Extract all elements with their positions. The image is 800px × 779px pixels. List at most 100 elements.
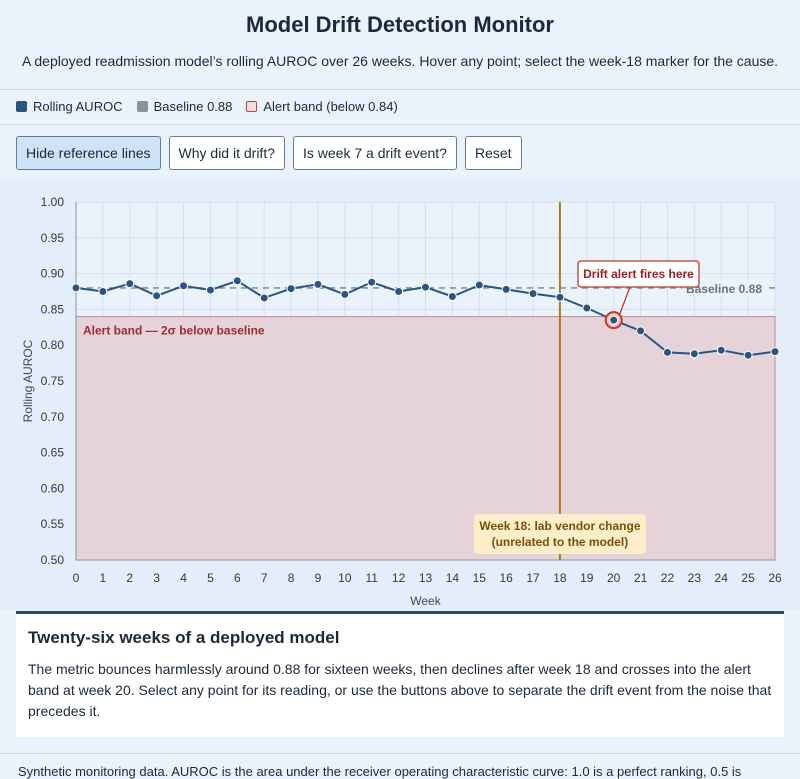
- x-tick-label: 15: [473, 571, 487, 585]
- auroc-data-point: [528, 289, 538, 299]
- auroc-data-point: [340, 289, 350, 299]
- description-body: The metric bounces harmlessly around 0.8…: [28, 661, 772, 719]
- x-axis-label: Week: [410, 594, 441, 608]
- reset-button[interactable]: Reset: [464, 136, 522, 170]
- x-tick-label: 0: [73, 571, 80, 585]
- auroc-data-point: [636, 326, 646, 336]
- auroc-data-point: [743, 350, 753, 360]
- page-subtitle: A deployed readmission model’s rolling A…: [21, 53, 779, 69]
- description-title: Twenty-six weeks of a deployed model: [28, 628, 340, 647]
- auroc-data-point: [421, 282, 430, 292]
- auroc-data-point: [609, 315, 619, 325]
- auroc-data-point: [205, 285, 215, 295]
- header-divider: [0, 89, 800, 90]
- legend-item-alert-band: Alert band (below 0.84): [246, 99, 398, 114]
- y-tick-label: 0.95: [41, 231, 65, 245]
- legend-item-rolling-auroc: Rolling AUROC: [16, 99, 123, 114]
- event-marker-sublabel: (unrelated to the model): [492, 535, 629, 549]
- legend-swatch-alert-band: [246, 101, 258, 112]
- x-tick-label: 9: [315, 571, 322, 585]
- auroc-data-point: [662, 347, 672, 357]
- x-tick-label: 13: [419, 571, 433, 585]
- auroc-data-point: [232, 276, 242, 286]
- toolbar: Hide reference lines Why did it drift? I…: [16, 136, 530, 170]
- hide-reference-lines-button[interactable]: Hide reference lines: [16, 136, 161, 170]
- legend-swatch-rolling-auroc: [16, 101, 27, 112]
- legend-item-baseline: Baseline 0.88: [136, 99, 233, 114]
- x-tick-label: 17: [526, 571, 540, 585]
- legend-divider: [0, 124, 800, 125]
- x-tick-label: 7: [261, 571, 268, 585]
- auroc-data-point: [770, 347, 780, 357]
- alert-callout-leader: [619, 286, 631, 315]
- footer-divider: [0, 753, 800, 754]
- alert-band: [75, 316, 776, 561]
- legend-label-baseline: Baseline 0.88: [153, 99, 233, 114]
- y-tick-label: 0.65: [41, 446, 65, 460]
- x-tick-label: 10: [338, 571, 352, 585]
- auroc-data-point: [286, 284, 296, 294]
- auroc-data-point: [259, 293, 269, 303]
- y-tick-label: 0.75: [41, 374, 65, 388]
- y-tick-label: 0.50: [41, 553, 65, 567]
- baseline-label: Baseline 0.88: [686, 282, 762, 296]
- auroc-data-point: [394, 287, 404, 296]
- x-tick-label: 1: [100, 571, 107, 585]
- x-tick-label: 14: [446, 571, 460, 585]
- alert-band-label: Alert band — 2σ below baseline: [83, 324, 265, 338]
- y-tick-label: 0.60: [41, 481, 65, 495]
- y-tick-label: 0.80: [41, 338, 65, 352]
- x-tick-label: 21: [634, 571, 648, 585]
- alert-callout-box: [577, 260, 700, 288]
- auroc-data-point: [125, 279, 135, 289]
- auroc-data-point: [555, 292, 565, 302]
- legend-label-rolling-auroc: Rolling AUROC: [33, 99, 123, 114]
- auroc-data-point: [71, 283, 81, 293]
- x-tick-label: 24: [715, 571, 729, 585]
- auroc-data-point: [447, 292, 457, 302]
- x-tick-label: 19: [580, 571, 594, 585]
- chart-panel: Alert band — 2σ below baseline Baseline 0…: [0, 180, 800, 610]
- x-tick-label: 3: [153, 571, 160, 585]
- auroc-data-point: [98, 287, 108, 296]
- x-tick-label: 22: [661, 571, 675, 585]
- why-did-it-drift-button[interactable]: Why did it drift?: [168, 136, 285, 170]
- auroc-data-point: [474, 280, 484, 290]
- x-tick-label: 8: [288, 571, 295, 585]
- week-7-drift-event-button[interactable]: Is week 7 a drift event?: [293, 136, 457, 170]
- auroc-data-point: [689, 349, 699, 359]
- page-title: Model Drift Detection Monitor: [246, 12, 554, 37]
- y-axis-label: Rolling AUROC: [21, 339, 35, 422]
- x-tick-label: 4: [180, 571, 187, 585]
- auroc-data-point: [367, 277, 377, 287]
- x-tick-label: 25: [741, 571, 755, 585]
- x-tick-label: 20: [607, 571, 621, 585]
- x-tick-label: 18: [553, 571, 567, 585]
- event-marker-label-bg: [473, 514, 646, 554]
- baseline-label-bg: [682, 279, 765, 296]
- legend-label-alert-band: Alert band (below 0.84): [263, 99, 398, 114]
- y-tick-label: 0.55: [41, 517, 65, 531]
- event-marker-label: Week 18: lab vendor change: [479, 519, 640, 533]
- description-panel: Twenty-six weeks of a deployed model The…: [16, 611, 784, 737]
- x-tick-label: 23: [688, 571, 702, 585]
- footer-note: Synthetic monitoring data. AUROC is the …: [18, 764, 742, 779]
- alert-callout-label: Drift alert fires here: [583, 267, 694, 281]
- y-tick-label: 1.00: [41, 195, 65, 209]
- x-tick-label: 6: [234, 571, 241, 585]
- auroc-data-point: [152, 291, 162, 301]
- auroc-chart: Alert band — 2σ below baseline Baseline 0…: [21, 195, 782, 608]
- y-tick-label: 0.90: [41, 267, 65, 281]
- legend-swatch-baseline: [136, 101, 148, 112]
- x-tick-label: 16: [499, 571, 513, 585]
- x-tick-label: 5: [207, 571, 214, 585]
- x-tick-label: 26: [768, 571, 782, 585]
- x-tick-label: 12: [392, 571, 406, 585]
- y-tick-label: 0.85: [41, 302, 65, 316]
- auroc-data-point: [501, 284, 511, 294]
- auroc-data-point: [313, 279, 323, 289]
- auroc-data-point: [179, 281, 189, 291]
- x-tick-label: 2: [126, 571, 133, 585]
- y-tick-label: 0.70: [41, 410, 65, 424]
- auroc-data-point: [716, 345, 726, 355]
